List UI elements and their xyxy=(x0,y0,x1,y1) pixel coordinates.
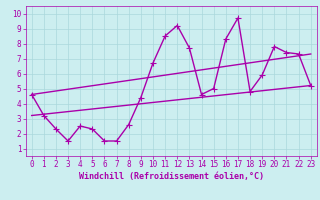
X-axis label: Windchill (Refroidissement éolien,°C): Windchill (Refroidissement éolien,°C) xyxy=(79,172,264,181)
